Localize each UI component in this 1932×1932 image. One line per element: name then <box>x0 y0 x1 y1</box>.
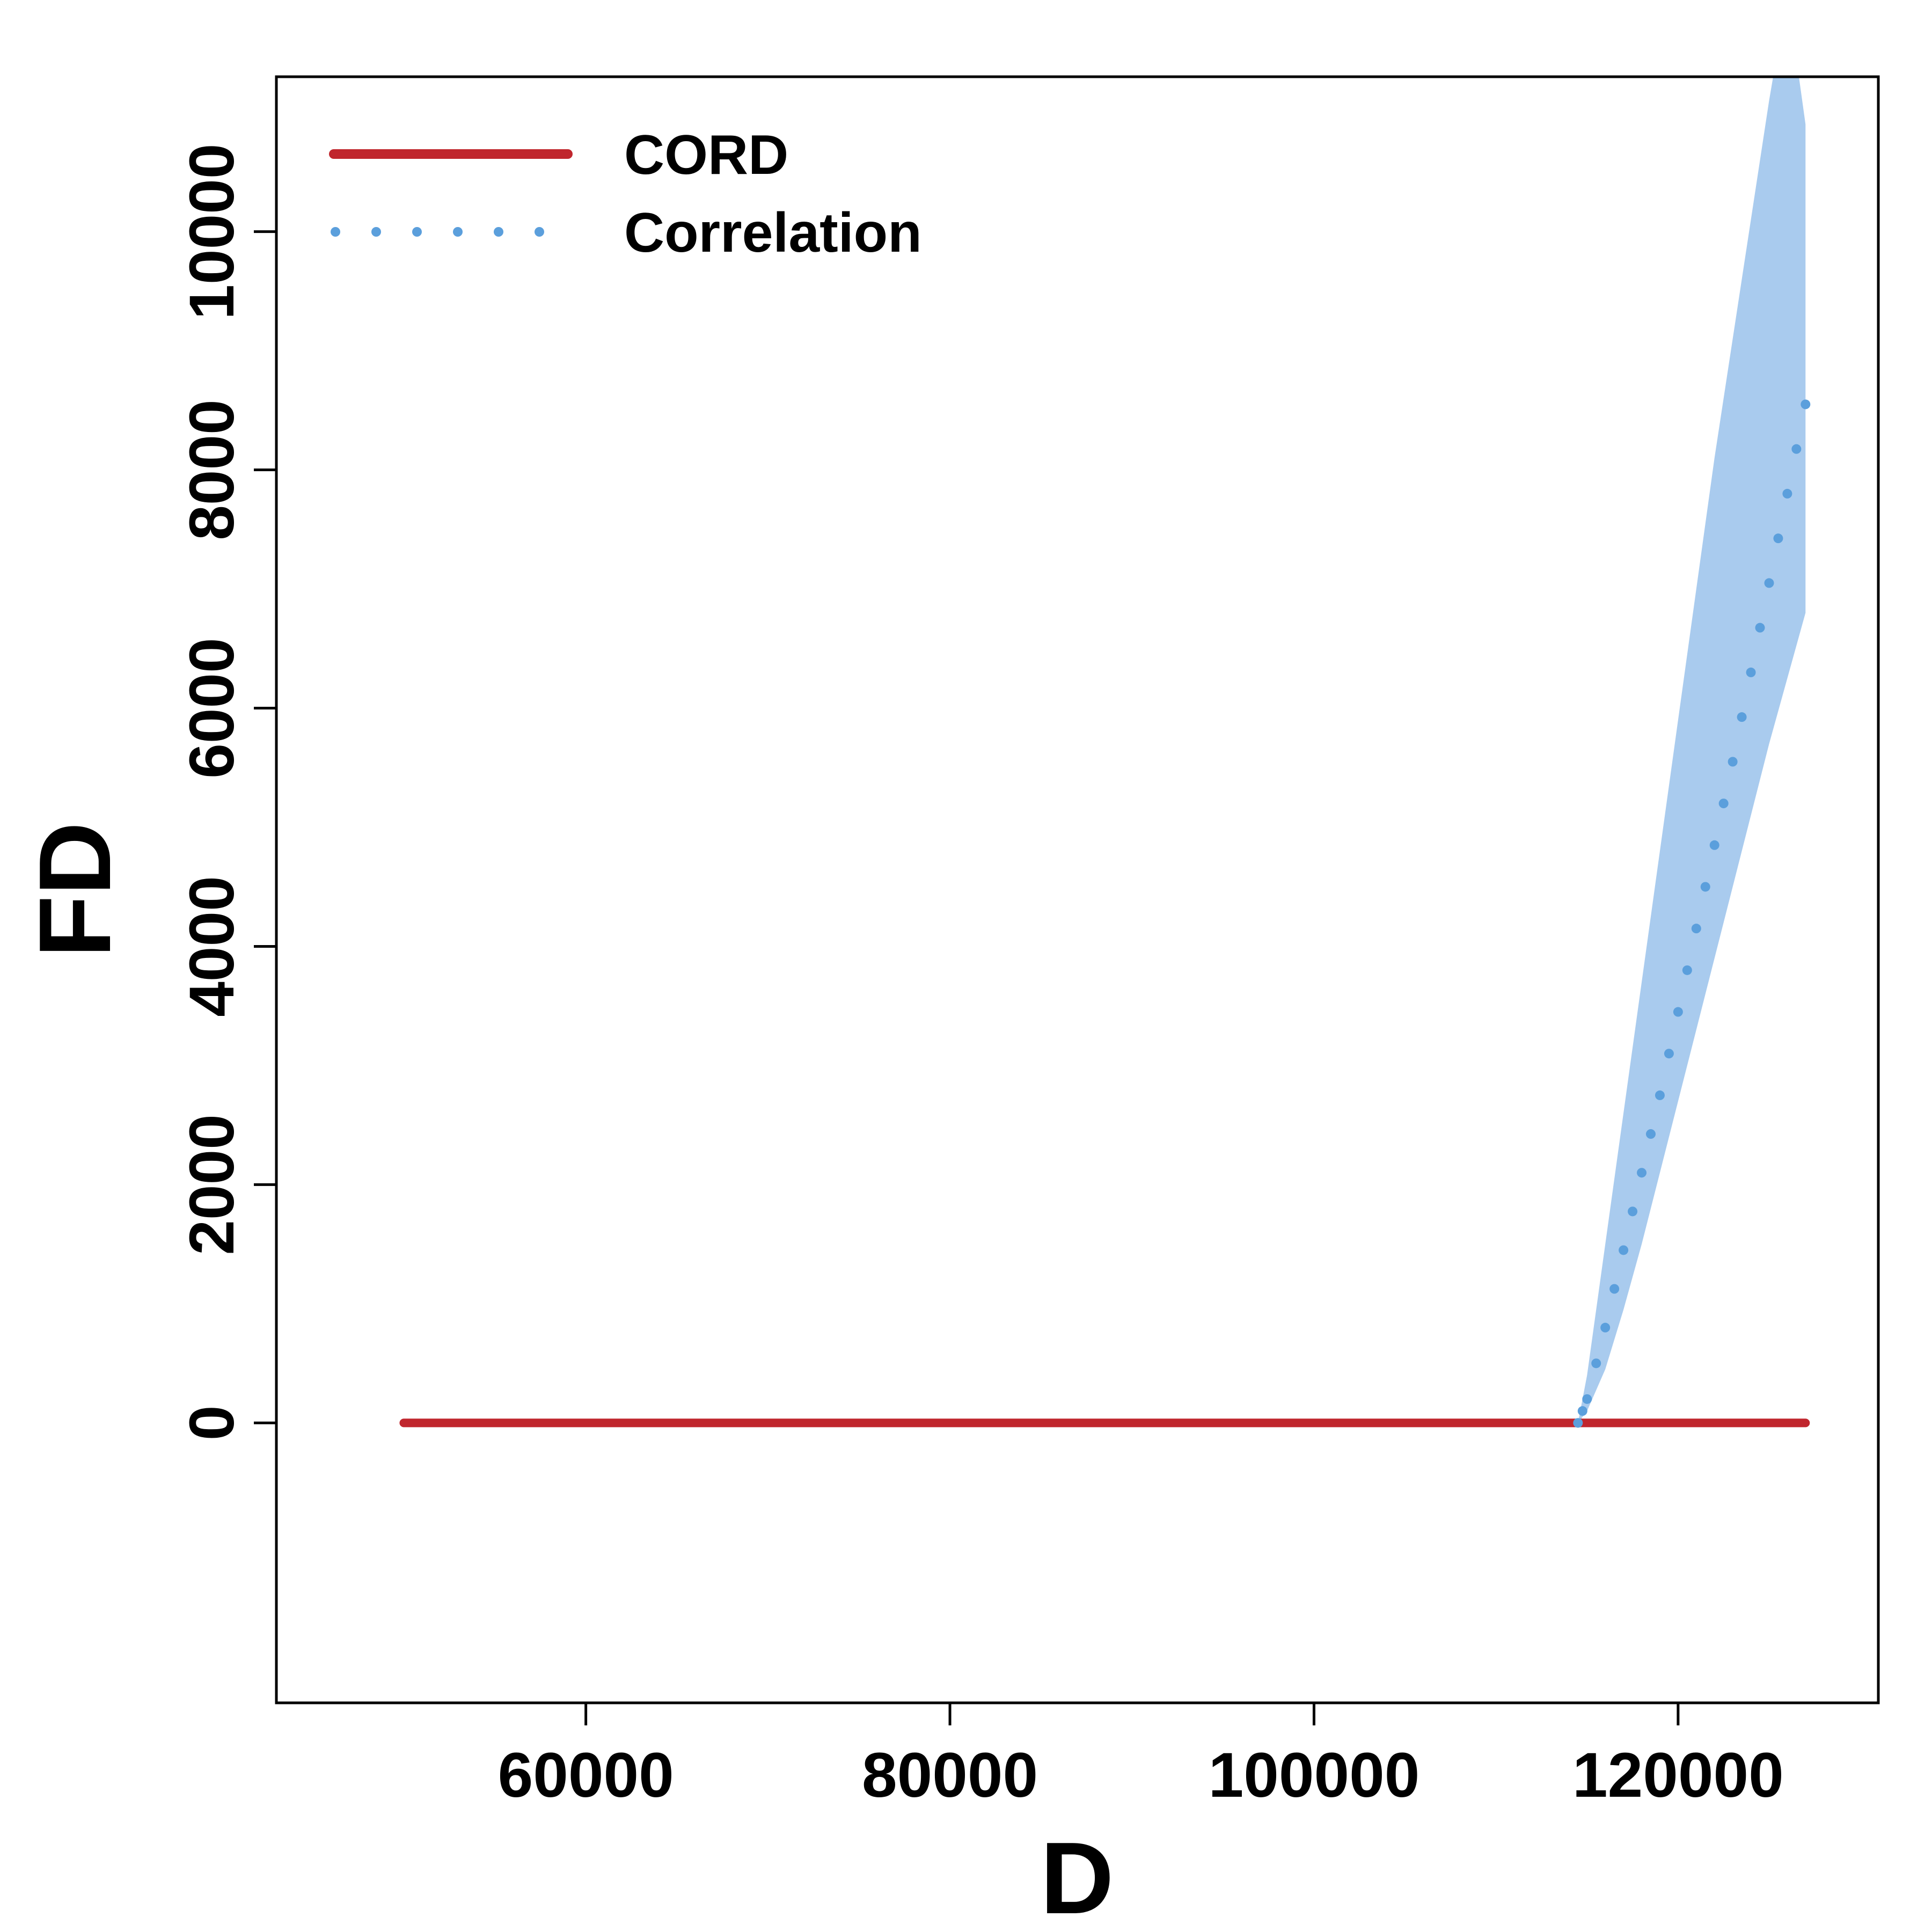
correlation-dot <box>1718 799 1729 809</box>
correlation-dot <box>1664 1049 1674 1059</box>
correlation-point <box>1637 1168 1647 1178</box>
correlation-dot <box>1591 1358 1601 1368</box>
correlation-dot <box>1645 1129 1656 1139</box>
x-tick-label: 120000 <box>1572 1740 1784 1811</box>
plot-frame <box>275 75 1880 1704</box>
correlation-point <box>1582 1394 1592 1404</box>
correlation-dot <box>1791 444 1802 454</box>
correlation-point <box>1728 757 1738 767</box>
x-axis-title: D <box>1040 1821 1114 1932</box>
legend-correlation-swatch <box>453 227 463 237</box>
correlation-dot <box>1773 533 1783 544</box>
legend-correlation-swatch <box>331 227 340 237</box>
y-tick-label: 4000 <box>177 876 247 1017</box>
correlation-dot <box>1577 1406 1587 1416</box>
correlation-dot <box>1682 965 1692 975</box>
y-axis-title: FD <box>18 822 132 957</box>
correlation-dot <box>1628 1206 1638 1217</box>
y-tick-label: 8000 <box>177 399 247 540</box>
correlation-point <box>1801 399 1811 409</box>
correlation-dot <box>1609 1284 1620 1294</box>
correlation-point <box>1691 924 1701 934</box>
correlation-point <box>1600 1322 1611 1333</box>
y-tick-label: 6000 <box>177 638 247 779</box>
legend-correlation-swatch <box>494 227 503 237</box>
y-tick-label: 2000 <box>177 1114 247 1255</box>
y-axis: 0 2000 4000 6000 8000 10000 <box>177 144 276 1441</box>
correlation-point <box>1709 840 1719 850</box>
confidence-bands <box>1578 77 1806 1423</box>
correlation-point <box>1573 1418 1583 1428</box>
correlation-dot <box>1737 712 1747 722</box>
x-tick-label: 80000 <box>862 1740 1038 1811</box>
correlation-point <box>1619 1245 1629 1255</box>
correlation-point <box>1673 1007 1683 1017</box>
x-axis: 60000 80000 100000 120000 <box>498 1703 1784 1811</box>
legend-correlation-label: Correlation <box>624 202 922 264</box>
legend-cord-label: CORD <box>624 124 788 186</box>
correlation-confidence-band <box>1578 77 1806 1423</box>
x-tick-label: 100000 <box>1209 1740 1420 1811</box>
correlation-point <box>1782 488 1792 499</box>
legend-correlation-swatch <box>371 227 381 237</box>
series-lines <box>399 399 1811 1428</box>
legend: CORD Correlation <box>329 124 922 264</box>
correlation-point <box>1655 1090 1665 1100</box>
legend-correlation-swatch <box>412 227 422 237</box>
correlation-point <box>1764 578 1774 588</box>
y-tick-label: 10000 <box>177 144 247 320</box>
x-tick-label: 60000 <box>498 1740 674 1811</box>
correlation-dot <box>1700 882 1710 892</box>
correlation-dot <box>1755 623 1765 633</box>
correlation-point <box>1746 667 1756 677</box>
legend-correlation-swatch <box>535 227 544 237</box>
y-tick-label: 0 <box>177 1406 247 1441</box>
